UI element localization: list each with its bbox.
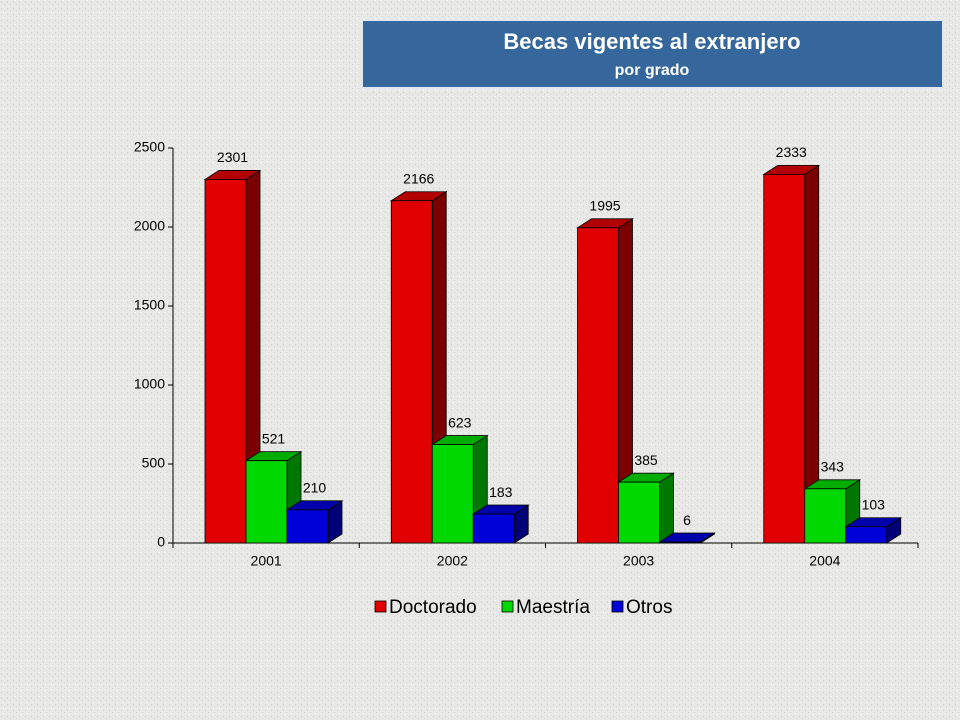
- value-label: 2166: [403, 170, 434, 186]
- value-label: 6: [683, 512, 691, 528]
- chart-subtitle: por grado: [615, 62, 690, 79]
- x-tick-label: 2002: [437, 553, 468, 569]
- chart-title: Becas vigentes al extranjero: [503, 29, 800, 54]
- bar-side: [659, 472, 674, 544]
- bar: [204, 179, 247, 544]
- legend-swatch: [374, 600, 387, 613]
- bar: [763, 173, 806, 544]
- x-tick-label: 2003: [623, 553, 654, 569]
- value-label: 521: [262, 430, 286, 446]
- value-label: 2301: [217, 149, 248, 165]
- value-label: 2333: [776, 144, 807, 160]
- bar: [659, 541, 701, 544]
- value-label: 103: [862, 496, 886, 512]
- legend-label: Doctorado: [389, 597, 477, 618]
- y-tick-label: 500: [142, 455, 166, 471]
- bar: [431, 444, 474, 544]
- bar: [618, 481, 660, 544]
- value-label: 210: [303, 480, 327, 496]
- value-label: 1995: [589, 197, 620, 213]
- value-label: 385: [634, 452, 658, 468]
- bar: [245, 460, 288, 544]
- value-label: 183: [489, 484, 513, 500]
- legend-label: Otros: [626, 597, 672, 618]
- y-tick-label: 1500: [134, 297, 165, 313]
- bar: [804, 488, 847, 544]
- y-tick-label: 1000: [134, 376, 165, 392]
- bar: [845, 526, 888, 544]
- y-tick-label: 2000: [134, 218, 165, 234]
- bar: [390, 200, 433, 544]
- bar: [472, 513, 515, 544]
- x-tick-label: 2001: [251, 553, 282, 569]
- legend-swatch: [611, 600, 624, 613]
- bar: [577, 227, 619, 544]
- value-label: 623: [448, 414, 472, 430]
- value-label: 343: [821, 459, 845, 475]
- y-tick-label: 2500: [134, 139, 165, 155]
- legend-label: Maestría: [516, 597, 590, 618]
- title-box: [361, 19, 944, 89]
- x-tick-label: 2004: [809, 553, 840, 569]
- bar: [286, 509, 329, 544]
- y-tick-label: 0: [157, 534, 165, 550]
- legend-swatch: [501, 600, 514, 613]
